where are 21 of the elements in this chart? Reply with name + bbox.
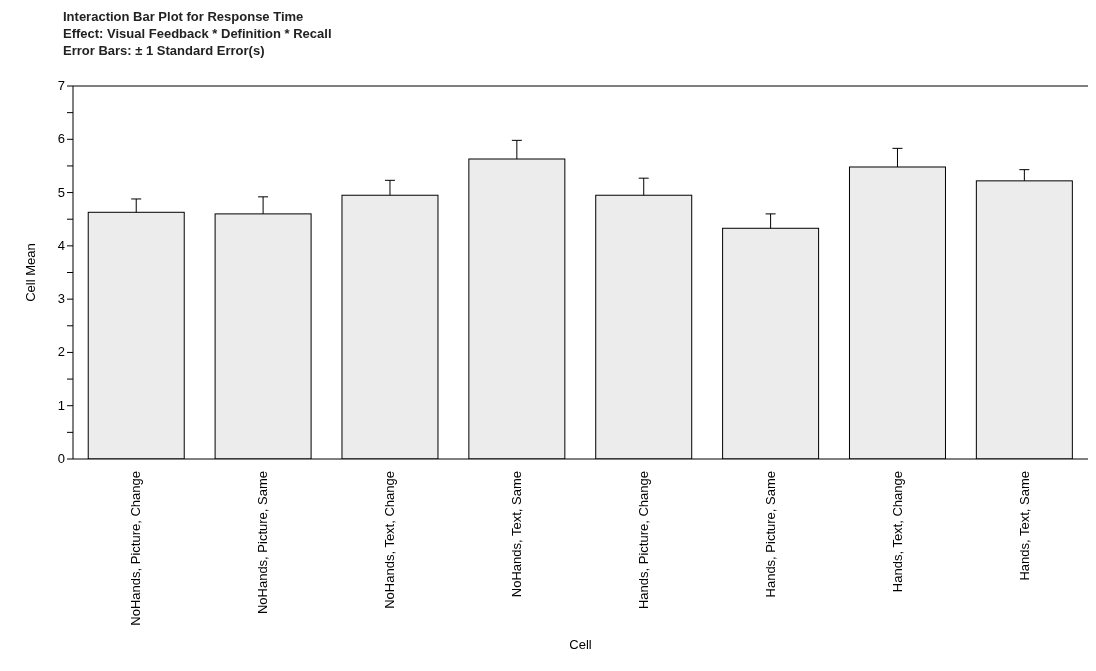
y-tick-label: 5 [57, 184, 65, 200]
y-tick-label: 4 [57, 237, 65, 253]
x-tick-label: Hands, Text, Same [1016, 471, 1032, 581]
x-axis-title: Cell [569, 637, 592, 652]
y-axis-title: Cell Mean [22, 243, 38, 302]
y-tick-label: 1 [57, 397, 65, 413]
x-tick-label: NoHands, Picture, Change [128, 471, 144, 626]
x-tick-label: Hands, Text, Change [889, 471, 905, 593]
chart-title: Interaction Bar Plot for Response Time [63, 8, 305, 25]
x-tick-label: NoHands, Picture, Same [255, 471, 271, 615]
x-tick-label: Hands, Picture, Same [762, 471, 778, 598]
y-tick-label: 3 [57, 291, 65, 307]
y-tick-label: 6 [57, 131, 65, 147]
text: Error Bars: ± 1 Standard Error(s) [63, 42, 266, 59]
x-tick-label: Hands, Picture, Change [635, 471, 651, 610]
x-tick-label: NoHands, Text, Change [382, 471, 398, 609]
y-tick-label: 0 [57, 451, 65, 466]
x-tick-label: NoHands, Text, Same [509, 471, 525, 598]
y-tick-label: 2 [57, 344, 65, 360]
y-tick-label: 7 [57, 78, 65, 93]
chart-subtitle: Effect: Visual Feedback * Definition * Recall [63, 25, 332, 42]
